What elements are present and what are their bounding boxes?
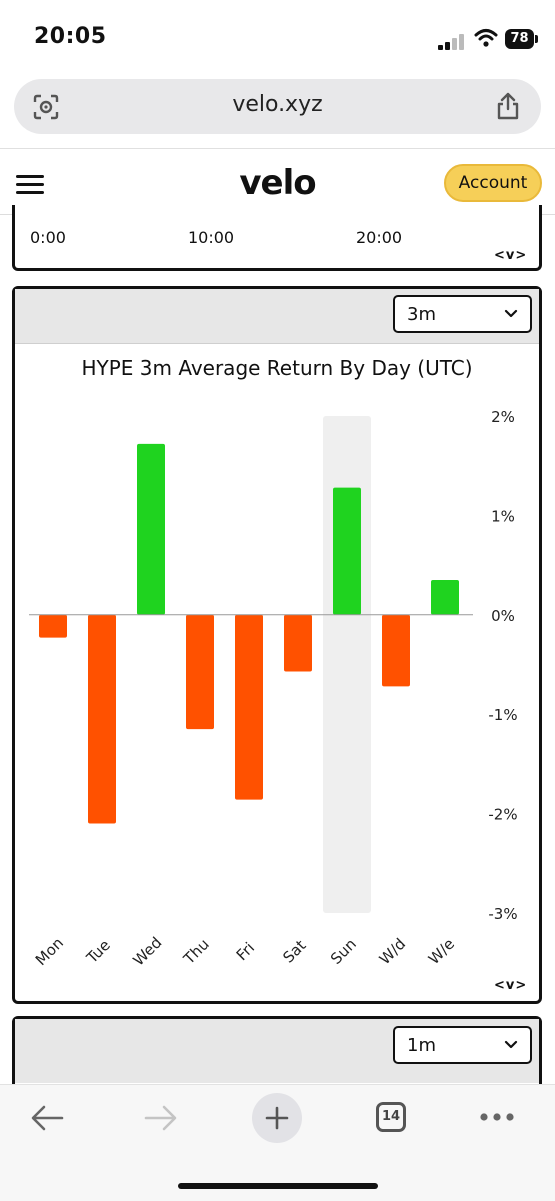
status-time: 20:05 [34, 24, 107, 49]
x-tick-label: Wed [130, 934, 166, 970]
x-tick-label: Sat [279, 936, 309, 966]
x-tick-label: 10:00 [188, 228, 235, 247]
bar-mon [39, 614, 67, 638]
intraday-panel [12, 205, 542, 271]
x-tick-label: W/e [425, 935, 458, 968]
bar-we [431, 580, 459, 615]
lens-icon[interactable] [32, 93, 60, 121]
period-select-value: 1m [407, 1035, 436, 1056]
x-tick-label: Tue [82, 936, 114, 968]
x-tick-label: 20:00 [356, 228, 403, 247]
bar-sun [333, 487, 361, 615]
wifi-icon [474, 29, 498, 47]
plus-icon [265, 1106, 289, 1130]
more-icon[interactable] [478, 1110, 516, 1124]
x-tick-label: Sun [327, 935, 360, 968]
battery-tip [535, 35, 538, 43]
address-bar[interactable]: velo.xyz [14, 79, 541, 134]
home-indicator [178, 1183, 378, 1189]
bar-sat [284, 614, 312, 672]
panel-nav-toggle[interactable]: <v> [494, 978, 528, 993]
chevron-down-icon [504, 1040, 518, 1049]
cellular-signal-icon [438, 34, 468, 50]
forward-arrow-icon[interactable] [142, 1103, 180, 1133]
bar-thu [186, 614, 214, 730]
x-tick-label: Fri [233, 939, 258, 964]
bar-tue [88, 614, 116, 824]
chart-title: HYPE 3m Average Return By Day (UTC) [81, 356, 473, 380]
url-text[interactable]: velo.xyz [232, 92, 323, 117]
back-arrow-icon[interactable] [28, 1103, 66, 1133]
bar-wed [137, 443, 165, 615]
y-tick-label: 1% [491, 507, 515, 525]
y-tick-label: -3% [488, 905, 517, 923]
bar-wd [382, 614, 410, 687]
bar-fri [235, 614, 263, 800]
y-tick-label: 0% [491, 607, 515, 625]
browser-separator [0, 148, 555, 149]
period-select[interactable]: 3m [393, 295, 532, 333]
status-bar: 20:05 78 [0, 0, 555, 70]
x-tick-label: Thu [179, 935, 212, 968]
battery-icon: 78 [505, 29, 534, 49]
period-select-value: 3m [407, 304, 436, 325]
velo-logo[interactable]: velo [239, 163, 316, 203]
period-select[interactable]: 1m [393, 1026, 532, 1064]
y-tick-label: -2% [488, 806, 517, 824]
account-button[interactable]: Account [444, 164, 542, 202]
site-header: velo [0, 150, 555, 214]
tabs-icon[interactable]: 14 [376, 1102, 406, 1132]
menu-icon[interactable] [16, 175, 44, 195]
y-tick-label: 2% [491, 408, 515, 426]
bar-chart: 2% 1% 0% -1% -2% -3% Mon Tue Wed Thu Fri Sat Sun W/d… [29, 408, 518, 970]
y-tick-label: -1% [488, 706, 517, 724]
new-tab-button[interactable] [252, 1093, 302, 1143]
chevron-down-icon [504, 309, 518, 318]
x-tick-label: 0:00 [30, 228, 66, 247]
share-icon[interactable] [495, 91, 521, 121]
x-tick-label: Mon [32, 934, 67, 969]
x-tick-label: W/d [376, 935, 410, 969]
panel-nav-toggle[interactable]: <v> [494, 248, 528, 263]
